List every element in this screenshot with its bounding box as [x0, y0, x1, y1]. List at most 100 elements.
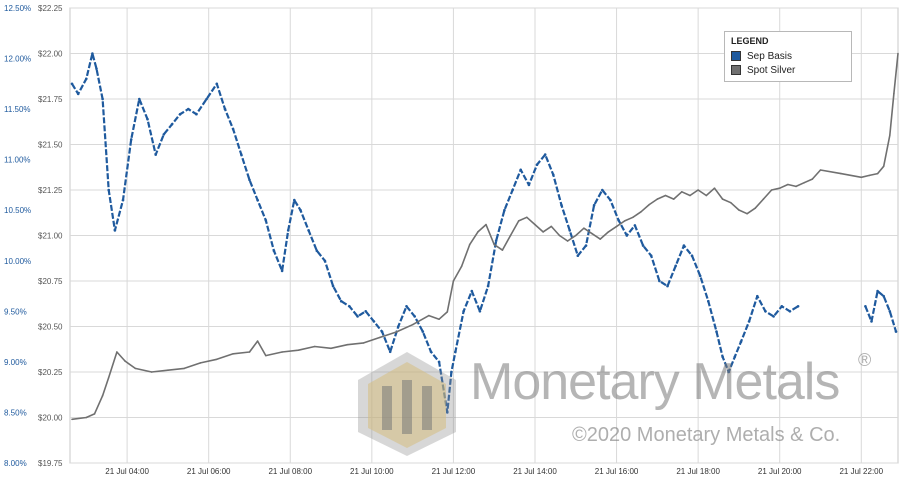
data-point-spot-silver: [583, 227, 585, 229]
data-point-spot-silver: [615, 225, 618, 228]
data-point-sep-basis: [331, 284, 335, 288]
data-point-spot-silver: [705, 194, 708, 197]
data-point-spot-silver: [681, 191, 683, 193]
y-left-tick-label: 12.50%: [4, 4, 31, 13]
x-tick-label: 21 Jul 22:00: [839, 467, 883, 476]
data-point-spot-silver: [607, 231, 610, 233]
series-layer: [70, 52, 899, 421]
data-point-spot-silver: [648, 203, 650, 206]
data-point-sep-basis: [625, 234, 629, 237]
data-point-sep-basis: [205, 97, 208, 101]
data-point-spot-silver: [542, 231, 544, 233]
legend-item-sep-basis[interactable]: Sep Basis: [731, 49, 845, 63]
y-right-tick-label: $20.50: [38, 323, 63, 332]
data-point-spot-silver: [754, 207, 756, 209]
data-point-sep-basis: [666, 284, 669, 288]
data-point-sep-basis: [280, 269, 284, 273]
x-tick-label: 21 Jul 06:00: [187, 467, 231, 476]
axis-ticks: 8.00% 8.50% 9.00% 9.50% 10.00% 10.50% 11.00% 11…: [4, 4, 884, 476]
data-point-sep-basis: [592, 203, 596, 207]
data-point-spot-silver: [795, 185, 797, 188]
data-point-sep-basis: [503, 208, 506, 212]
data-point-sep-basis: [195, 112, 198, 116]
data-point-sep-basis: [437, 360, 441, 364]
y-left-tick-label: 10.00%: [4, 257, 31, 266]
y-right-tick-label: $20.75: [38, 277, 63, 286]
data-point-sep-basis: [107, 188, 110, 192]
data-point-spot-silver: [713, 187, 716, 189]
data-point-sep-basis: [187, 107, 190, 111]
data-point-sep-basis: [462, 310, 465, 313]
y-left-tick-label: 10.50%: [4, 206, 31, 215]
data-point-sep-basis: [356, 315, 359, 318]
legend-title: LEGEND: [731, 36, 769, 46]
y-right-tick-label: $20.25: [38, 368, 63, 377]
data-point-sep-basis: [323, 259, 327, 263]
data-point-spot-silver: [346, 343, 349, 346]
data-point-sep-basis: [315, 249, 319, 252]
data-point-sep-basis: [698, 274, 702, 278]
data-point-sep-basis: [511, 188, 514, 192]
y-left-tick-label: 12.00%: [4, 55, 31, 64]
data-point-sep-basis: [617, 219, 620, 222]
data-point-sep-basis: [535, 163, 539, 166]
y-left-tick-label: 8.50%: [4, 408, 27, 417]
data-point-sep-basis: [576, 254, 580, 257]
data-point-spot-silver: [697, 189, 699, 191]
data-point-spot-silver: [526, 216, 528, 219]
data-point-spot-silver: [599, 238, 601, 240]
data-point-spot-silver: [770, 189, 773, 191]
y-right-tick-label: $22.25: [38, 4, 63, 13]
data-point-sep-basis: [486, 284, 490, 288]
y-right-tick-label: $21.50: [38, 141, 63, 150]
data-point-spot-silver: [477, 231, 479, 233]
data-point-sep-basis: [882, 294, 885, 298]
data-point-spot-silver: [281, 351, 283, 353]
data-point-sep-basis: [231, 128, 235, 131]
data-point-sep-basis: [780, 305, 784, 308]
y-right-tick-label: $21.25: [38, 186, 63, 195]
data-point-spot-silver: [889, 134, 891, 137]
data-point-spot-silver: [640, 211, 642, 213]
data-point-spot-silver: [446, 311, 449, 313]
data-point-spot-silver: [558, 234, 561, 237]
data-point-sep-basis: [380, 330, 384, 333]
series-line-sep-basis: [71, 52, 898, 414]
y-right-tick-label: $22.00: [38, 50, 63, 59]
y-left-tick-label: 8.00%: [4, 459, 27, 468]
data-point-sep-basis: [146, 117, 149, 121]
data-point-sep-basis: [339, 299, 343, 303]
data-point-sep-basis: [519, 168, 522, 172]
data-point-sep-basis: [388, 350, 392, 354]
data-point-spot-silver: [534, 223, 536, 226]
data-point-sep-basis: [138, 97, 141, 101]
data-point-sep-basis: [70, 82, 74, 86]
data-point-spot-silver: [265, 354, 267, 357]
data-point-spot-silver: [183, 367, 185, 370]
data-point-sep-basis: [494, 239, 498, 242]
legend-item-spot-silver[interactable]: Spot Silver: [731, 63, 845, 77]
x-tick-label: 21 Jul 04:00: [105, 467, 149, 476]
data-point-spot-silver: [575, 234, 577, 237]
data-point-sep-basis: [601, 188, 604, 192]
x-tick-label: 21 Jul 18:00: [676, 467, 720, 476]
x-tick-label: 21 Jul 16:00: [595, 467, 639, 476]
data-point-spot-silver: [452, 280, 455, 282]
data-point-spot-silver: [468, 243, 471, 246]
data-point-sep-basis: [560, 203, 563, 207]
data-point-sep-basis: [727, 370, 730, 374]
data-point-sep-basis: [405, 305, 408, 308]
data-point-sep-basis: [256, 198, 259, 202]
data-point-spot-silver: [721, 198, 724, 200]
legend-swatch-spot-silver: [731, 65, 741, 75]
data-point-spot-silver: [297, 349, 300, 352]
data-point-sep-basis: [154, 153, 157, 156]
data-point-spot-silver: [897, 52, 899, 55]
data-point-sep-basis: [170, 123, 174, 126]
data-point-spot-silver: [256, 340, 259, 342]
data-point-sep-basis: [796, 305, 800, 308]
data-point-spot-silver: [199, 362, 202, 364]
data-point-sep-basis: [121, 198, 125, 202]
data-point-sep-basis: [264, 219, 268, 222]
